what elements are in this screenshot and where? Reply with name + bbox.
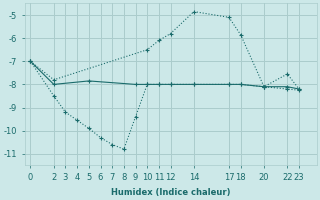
X-axis label: Humidex (Indice chaleur): Humidex (Indice chaleur): [111, 188, 230, 197]
